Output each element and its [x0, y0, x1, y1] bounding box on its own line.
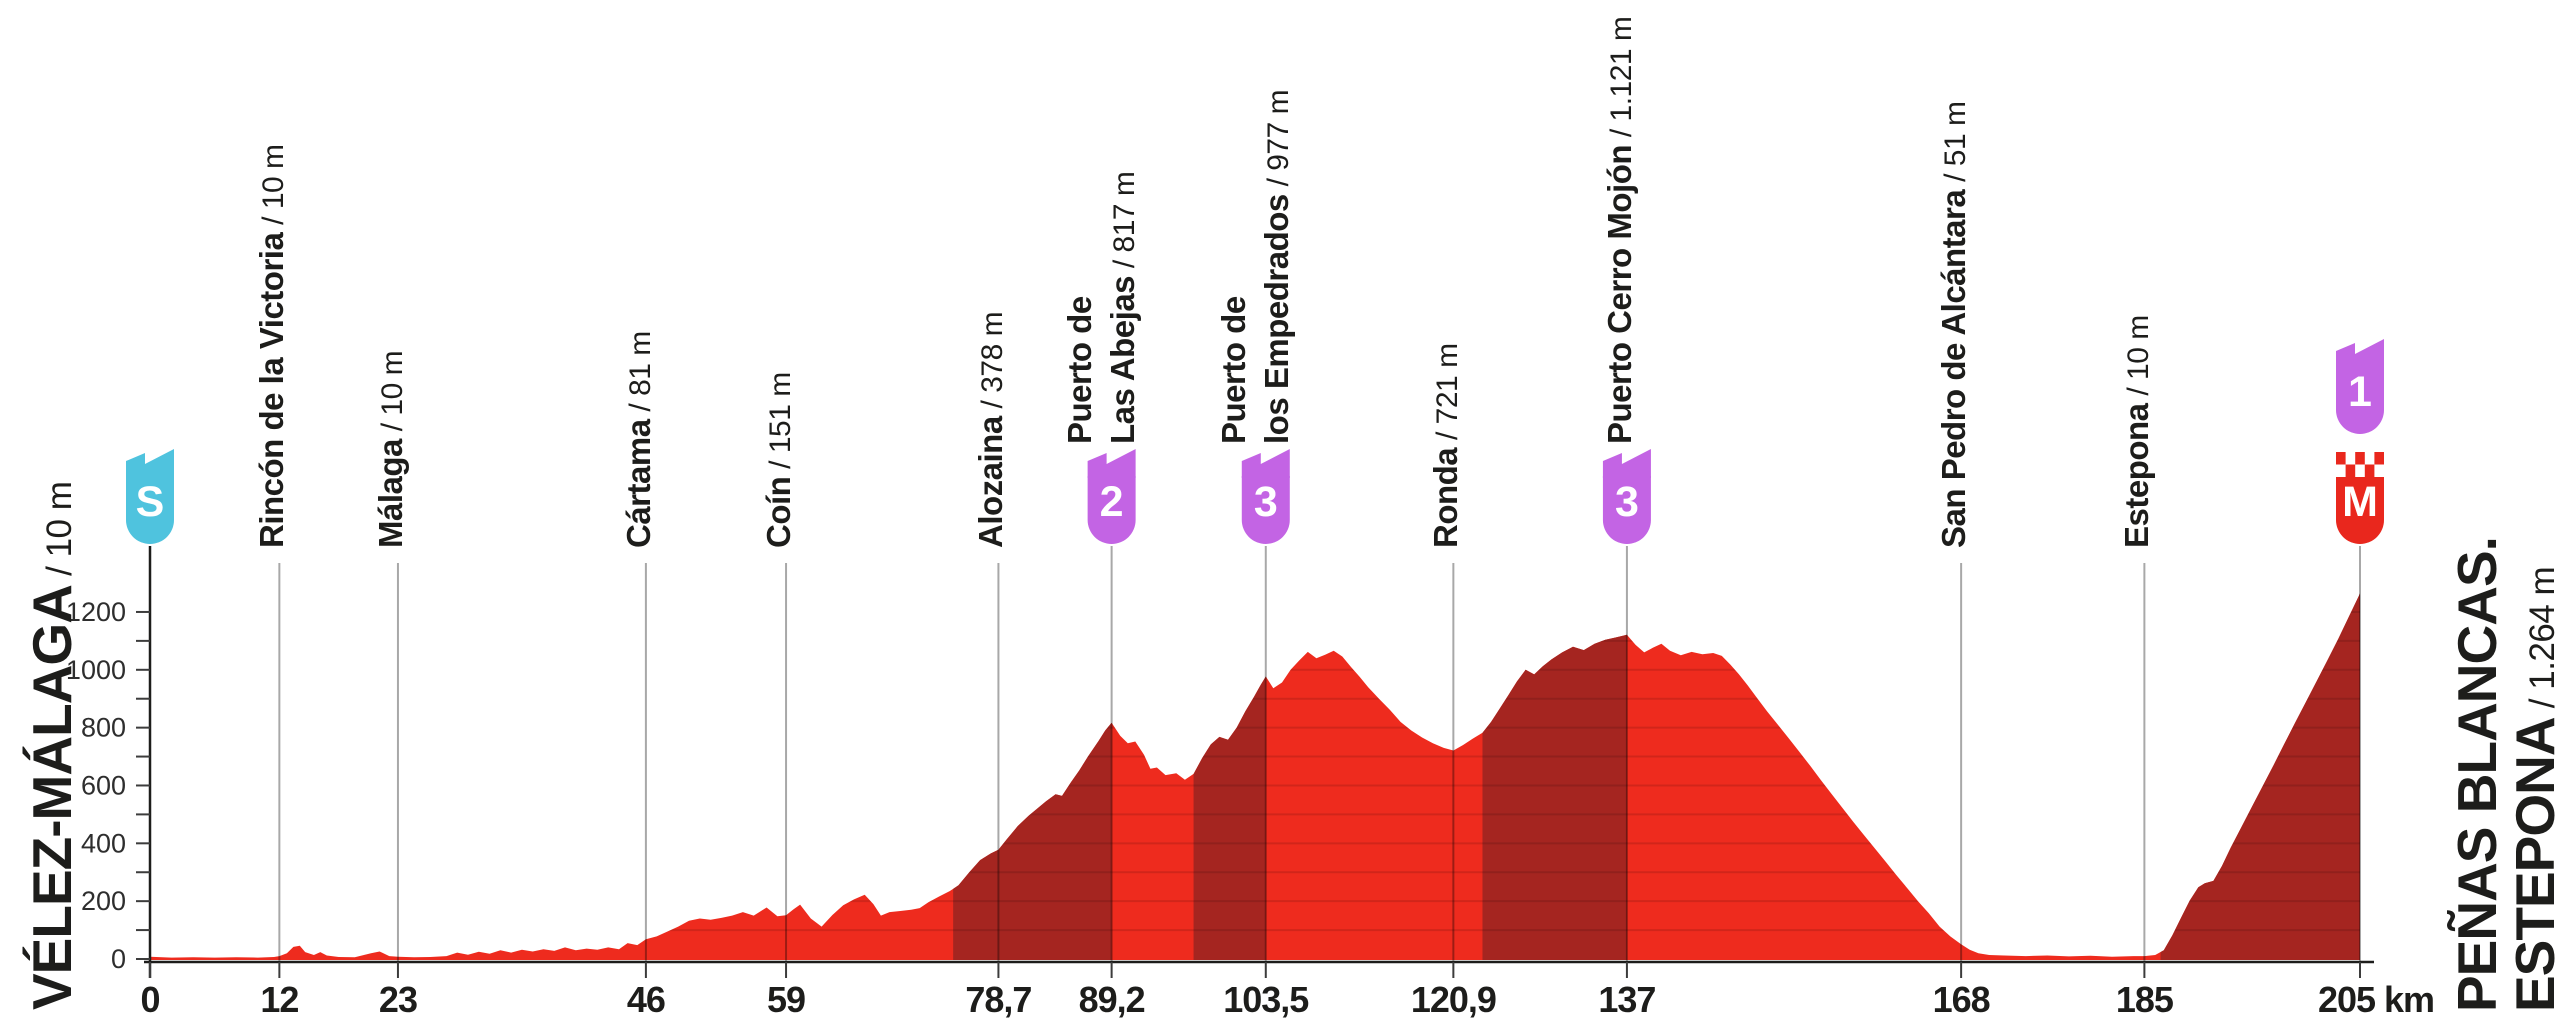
pennant-icon: [1241, 449, 1290, 478]
x-tick-label: 205 km: [2318, 979, 2434, 1020]
y-tick-label: 800: [81, 713, 126, 743]
y-tick-label: 0: [111, 944, 126, 974]
badge-letter: S: [136, 478, 165, 526]
y-tick-label: 600: [81, 770, 126, 800]
climb-section-overlay: [953, 593, 2360, 960]
x-tick-label: 0: [140, 979, 159, 1020]
finish-category-badge: 1: [2336, 339, 2384, 434]
x-tick-label: 59: [767, 979, 805, 1020]
climb-category-badge: 3: [1241, 449, 1290, 544]
pennant-icon: [126, 449, 174, 478]
checker-square: [2374, 452, 2384, 465]
y-axis-ticks: [136, 610, 150, 960]
checker-square: [2355, 452, 2365, 465]
y-tick-label: 200: [81, 886, 126, 916]
x-tick-label: 46: [627, 979, 665, 1020]
x-tick-label: 185: [2116, 979, 2174, 1020]
pennant-icon: [1087, 449, 1136, 478]
x-tick-label: 89,2: [1079, 979, 1145, 1020]
finish-meta-badge: M: [2336, 452, 2384, 544]
finish-name-line1: PEÑAS BLANCAS.: [2446, 537, 2508, 1012]
x-tick-label: 12: [260, 979, 298, 1020]
checker-square: [2345, 464, 2356, 477]
pennant-icon: [2336, 339, 2384, 368]
climb-category-badge: 3: [1602, 449, 1651, 544]
x-tick-label: 23: [379, 979, 417, 1020]
x-axis-ticks: [149, 962, 2361, 978]
y-tick-label: 1000: [66, 655, 126, 685]
x-tick-label: 168: [1933, 979, 1990, 1020]
finish-elevation: / 1.264 m: [2523, 566, 2560, 718]
x-tick-label: 78,7: [965, 979, 1031, 1020]
checker-square: [2336, 452, 2346, 465]
waypoint-gridlines: [278, 546, 2361, 961]
finish-name-line2: ESTEPONA: [2504, 717, 2560, 1012]
x-tick-label: 120,9: [1411, 979, 1496, 1020]
y-axis-labels: 0 200 400 600 800 1000 1200: [66, 597, 126, 974]
y-tick-label: 1200: [66, 597, 126, 627]
badge-letter: M: [2342, 478, 2378, 526]
climb-category-badge: 2: [1087, 449, 1136, 544]
start-badge: S: [126, 449, 174, 544]
start-city-elevation: / 10 m: [40, 481, 79, 586]
badge-letter: 3: [1615, 478, 1639, 526]
checker-square: [2364, 464, 2375, 477]
x-tick-label: 103,5: [1223, 979, 1309, 1020]
x-axis-labels: 0 12 23 46 59 78,7 89,2 103,5 120,9 137 168 185 205 …: [140, 979, 2435, 1020]
pennant-icon: [1602, 449, 1651, 478]
badge-letter: 3: [1254, 478, 1278, 526]
x-tick-label: 137: [1598, 979, 1655, 1020]
y-tick-label: 400: [81, 828, 126, 858]
badge-letter: 1: [2348, 368, 2372, 416]
badge-letter: 2: [1100, 478, 1124, 526]
start-city-name: VÉLEZ-MÁLAGA: [21, 585, 83, 1010]
